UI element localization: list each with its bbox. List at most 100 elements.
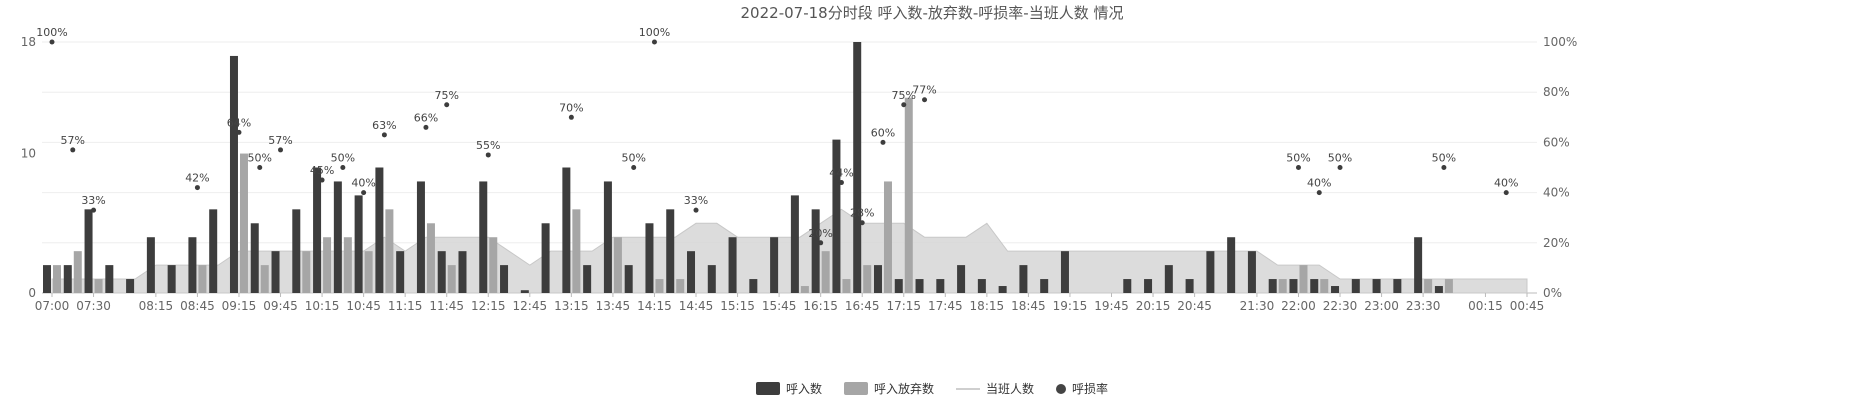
bar-abandoned [614, 237, 622, 293]
x-tick-label: 17:15 [886, 299, 921, 313]
loss-rate-label: 64% [227, 116, 251, 129]
legend-swatch-staff [956, 388, 980, 390]
bar-inbound [708, 265, 716, 293]
loss-rate-point [320, 178, 325, 183]
bar-inbound [147, 237, 155, 293]
loss-rate-label: 33% [81, 194, 105, 207]
x-tick-label: 09:15 [222, 299, 257, 313]
bar-inbound [791, 195, 799, 293]
bar-inbound [1414, 237, 1422, 293]
bar-abandoned [198, 265, 206, 293]
x-tick-label: 07:30 [76, 299, 111, 313]
bar-inbound [916, 279, 924, 293]
loss-rate-point [694, 208, 699, 213]
x-tick-label: 13:45 [596, 299, 631, 313]
y-left-tick-label: 18 [21, 35, 36, 49]
loss-rate-label: 70% [559, 101, 583, 114]
bar-abandoned [1299, 265, 1307, 293]
loss-rate-point [569, 115, 574, 120]
x-tick-label: 19:15 [1053, 299, 1088, 313]
bar-inbound [770, 237, 778, 293]
loss-rate-point [423, 125, 428, 130]
loss-rate-label: 75% [434, 89, 458, 102]
loss-rate-label: 50% [248, 152, 272, 165]
bar-inbound [1061, 251, 1069, 293]
loss-rate-point [1296, 165, 1301, 170]
loss-rate-label: 57% [268, 134, 292, 147]
legend-item-inbound[interactable]: 呼入数 [756, 380, 822, 397]
x-tick-label: 21:30 [1240, 299, 1275, 313]
legend-label-loss-rate: 呼损率 [1072, 380, 1108, 397]
loss-rate-point [50, 40, 55, 45]
x-tick-label: 16:15 [803, 299, 838, 313]
loss-rate-point [70, 147, 75, 152]
loss-rate-label: 33% [684, 194, 708, 207]
bar-abandoned [1445, 279, 1453, 293]
bar-inbound [645, 223, 653, 293]
loss-rate-label: 40% [351, 177, 375, 190]
bar-inbound [604, 181, 612, 293]
bar-abandoned [801, 286, 809, 293]
bar-inbound [1165, 265, 1173, 293]
legend: 呼入数 呼入放弃数 当班人数 呼损率 [0, 380, 1864, 397]
bar-inbound [1123, 279, 1131, 293]
bar-inbound [1373, 279, 1381, 293]
loss-rate-point [1317, 190, 1322, 195]
y-left-tick-label: 10 [21, 147, 36, 161]
loss-rate-label: 40% [1307, 177, 1331, 190]
loss-rate-label: 100% [36, 26, 67, 39]
legend-item-staff[interactable]: 当班人数 [956, 380, 1034, 397]
loss-rate-label: 66% [414, 111, 438, 124]
bar-inbound [832, 140, 840, 293]
bar-abandoned [240, 154, 248, 293]
bar-inbound [1352, 279, 1360, 293]
loss-rate-point [236, 130, 241, 135]
bar-inbound [1186, 279, 1194, 293]
loss-rate-point [340, 165, 345, 170]
bar-inbound [292, 209, 300, 293]
bar-inbound [521, 290, 529, 293]
legend-item-loss-rate[interactable]: 呼损率 [1056, 380, 1108, 397]
x-tick-label: 15:15 [720, 299, 755, 313]
bar-inbound [479, 181, 487, 293]
loss-rate-point [839, 180, 844, 185]
loss-rate-label: 50% [621, 152, 645, 165]
bar-inbound [1331, 286, 1339, 293]
loss-rate-point [1441, 165, 1446, 170]
loss-rate-point [631, 165, 636, 170]
y-left-tick-label: 0 [28, 286, 36, 300]
legend-swatch-inbound [756, 382, 780, 395]
bar-abandoned [74, 251, 82, 293]
x-tick-label: 23:30 [1406, 299, 1441, 313]
bar-abandoned [884, 181, 892, 293]
loss-rate-label: 100% [639, 26, 670, 39]
legend-label-abandoned: 呼入放弃数 [874, 380, 934, 397]
bar-abandoned [489, 237, 497, 293]
loss-rate-point [1338, 165, 1343, 170]
bar-inbound [1310, 279, 1318, 293]
y-right-tick-label: 80% [1543, 85, 1570, 99]
bar-inbound [1269, 279, 1277, 293]
bar-inbound [458, 251, 466, 293]
loss-rate-label: 50% [1286, 152, 1310, 165]
x-tick-label: 09:45 [263, 299, 298, 313]
x-tick-label: 11:45 [429, 299, 464, 313]
x-tick-label: 12:45 [513, 299, 548, 313]
bar-inbound [209, 209, 217, 293]
bar-abandoned [655, 279, 663, 293]
bar-inbound [1040, 279, 1048, 293]
loss-rate-label: 55% [476, 139, 500, 152]
bar-inbound [999, 286, 1007, 293]
loss-rate-label: 50% [1432, 152, 1456, 165]
bar-inbound [583, 265, 591, 293]
bar-inbound [272, 251, 280, 293]
x-tick-label: 14:15 [637, 299, 672, 313]
bar-abandoned [365, 251, 373, 293]
x-tick-label: 10:15 [305, 299, 340, 313]
loss-rate-point [860, 220, 865, 225]
bar-inbound [542, 223, 550, 293]
bar-inbound [749, 279, 757, 293]
bar-inbound [874, 265, 882, 293]
legend-item-abandoned[interactable]: 呼入放弃数 [844, 380, 934, 397]
loss-rate-point [922, 97, 927, 102]
